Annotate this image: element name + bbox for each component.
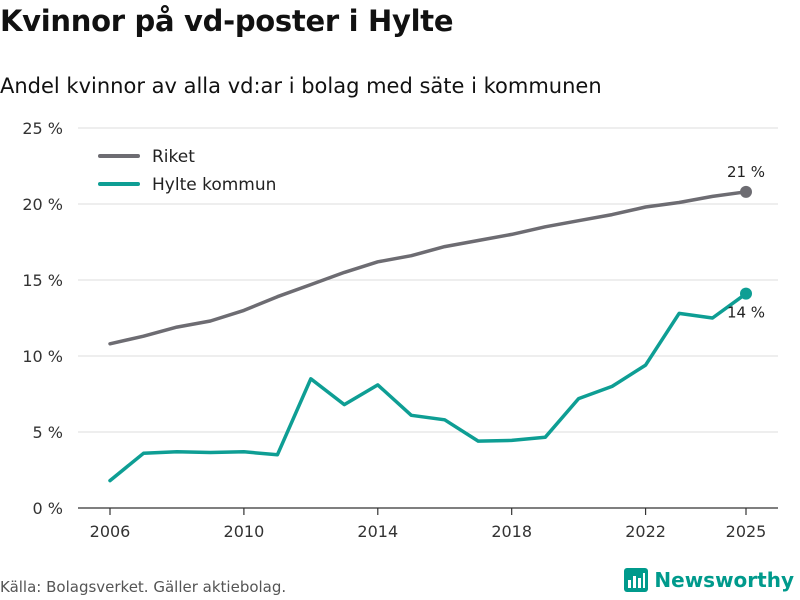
series-line-hylte bbox=[108, 291, 748, 483]
x-tick-label: 2010 bbox=[224, 522, 265, 541]
newsworthy-logo-icon bbox=[624, 568, 649, 592]
series-end-point bbox=[740, 185, 752, 198]
x-tick-label: 2025 bbox=[726, 522, 767, 541]
x-tick-label: 2022 bbox=[625, 522, 666, 541]
y-tick-label: 25 % bbox=[22, 119, 63, 138]
source-note: Källa: Bolagsverket. Gäller aktiebolag. bbox=[0, 578, 287, 596]
series-line-riket bbox=[108, 190, 748, 346]
x-tick-label: 2006 bbox=[90, 522, 131, 541]
y-tick-label: 10 % bbox=[22, 347, 63, 366]
x-tick-label: 2018 bbox=[491, 522, 532, 541]
chart-subtitle: Andel kvinnor av alla vd:ar i bolag med … bbox=[0, 74, 602, 98]
y-tick-label: 0 % bbox=[33, 499, 63, 518]
y-tick-label: 20 % bbox=[22, 195, 63, 214]
brand-name: Newsworthy bbox=[654, 568, 794, 592]
legend-label: Riket bbox=[152, 147, 195, 167]
brand-logo: Newsworthy bbox=[624, 568, 794, 592]
y-tick-label: 15 % bbox=[22, 271, 63, 290]
legend-label: Hylte kommun bbox=[152, 175, 276, 195]
y-tick-label: 5 % bbox=[33, 423, 63, 442]
chart-title: Kvinnor på vd-poster i Hylte bbox=[0, 4, 454, 38]
series-end-point bbox=[740, 287, 752, 300]
data-label: 21 % bbox=[727, 163, 765, 181]
x-tick-label: 2014 bbox=[357, 522, 398, 541]
data-label: 14 % bbox=[727, 304, 765, 322]
